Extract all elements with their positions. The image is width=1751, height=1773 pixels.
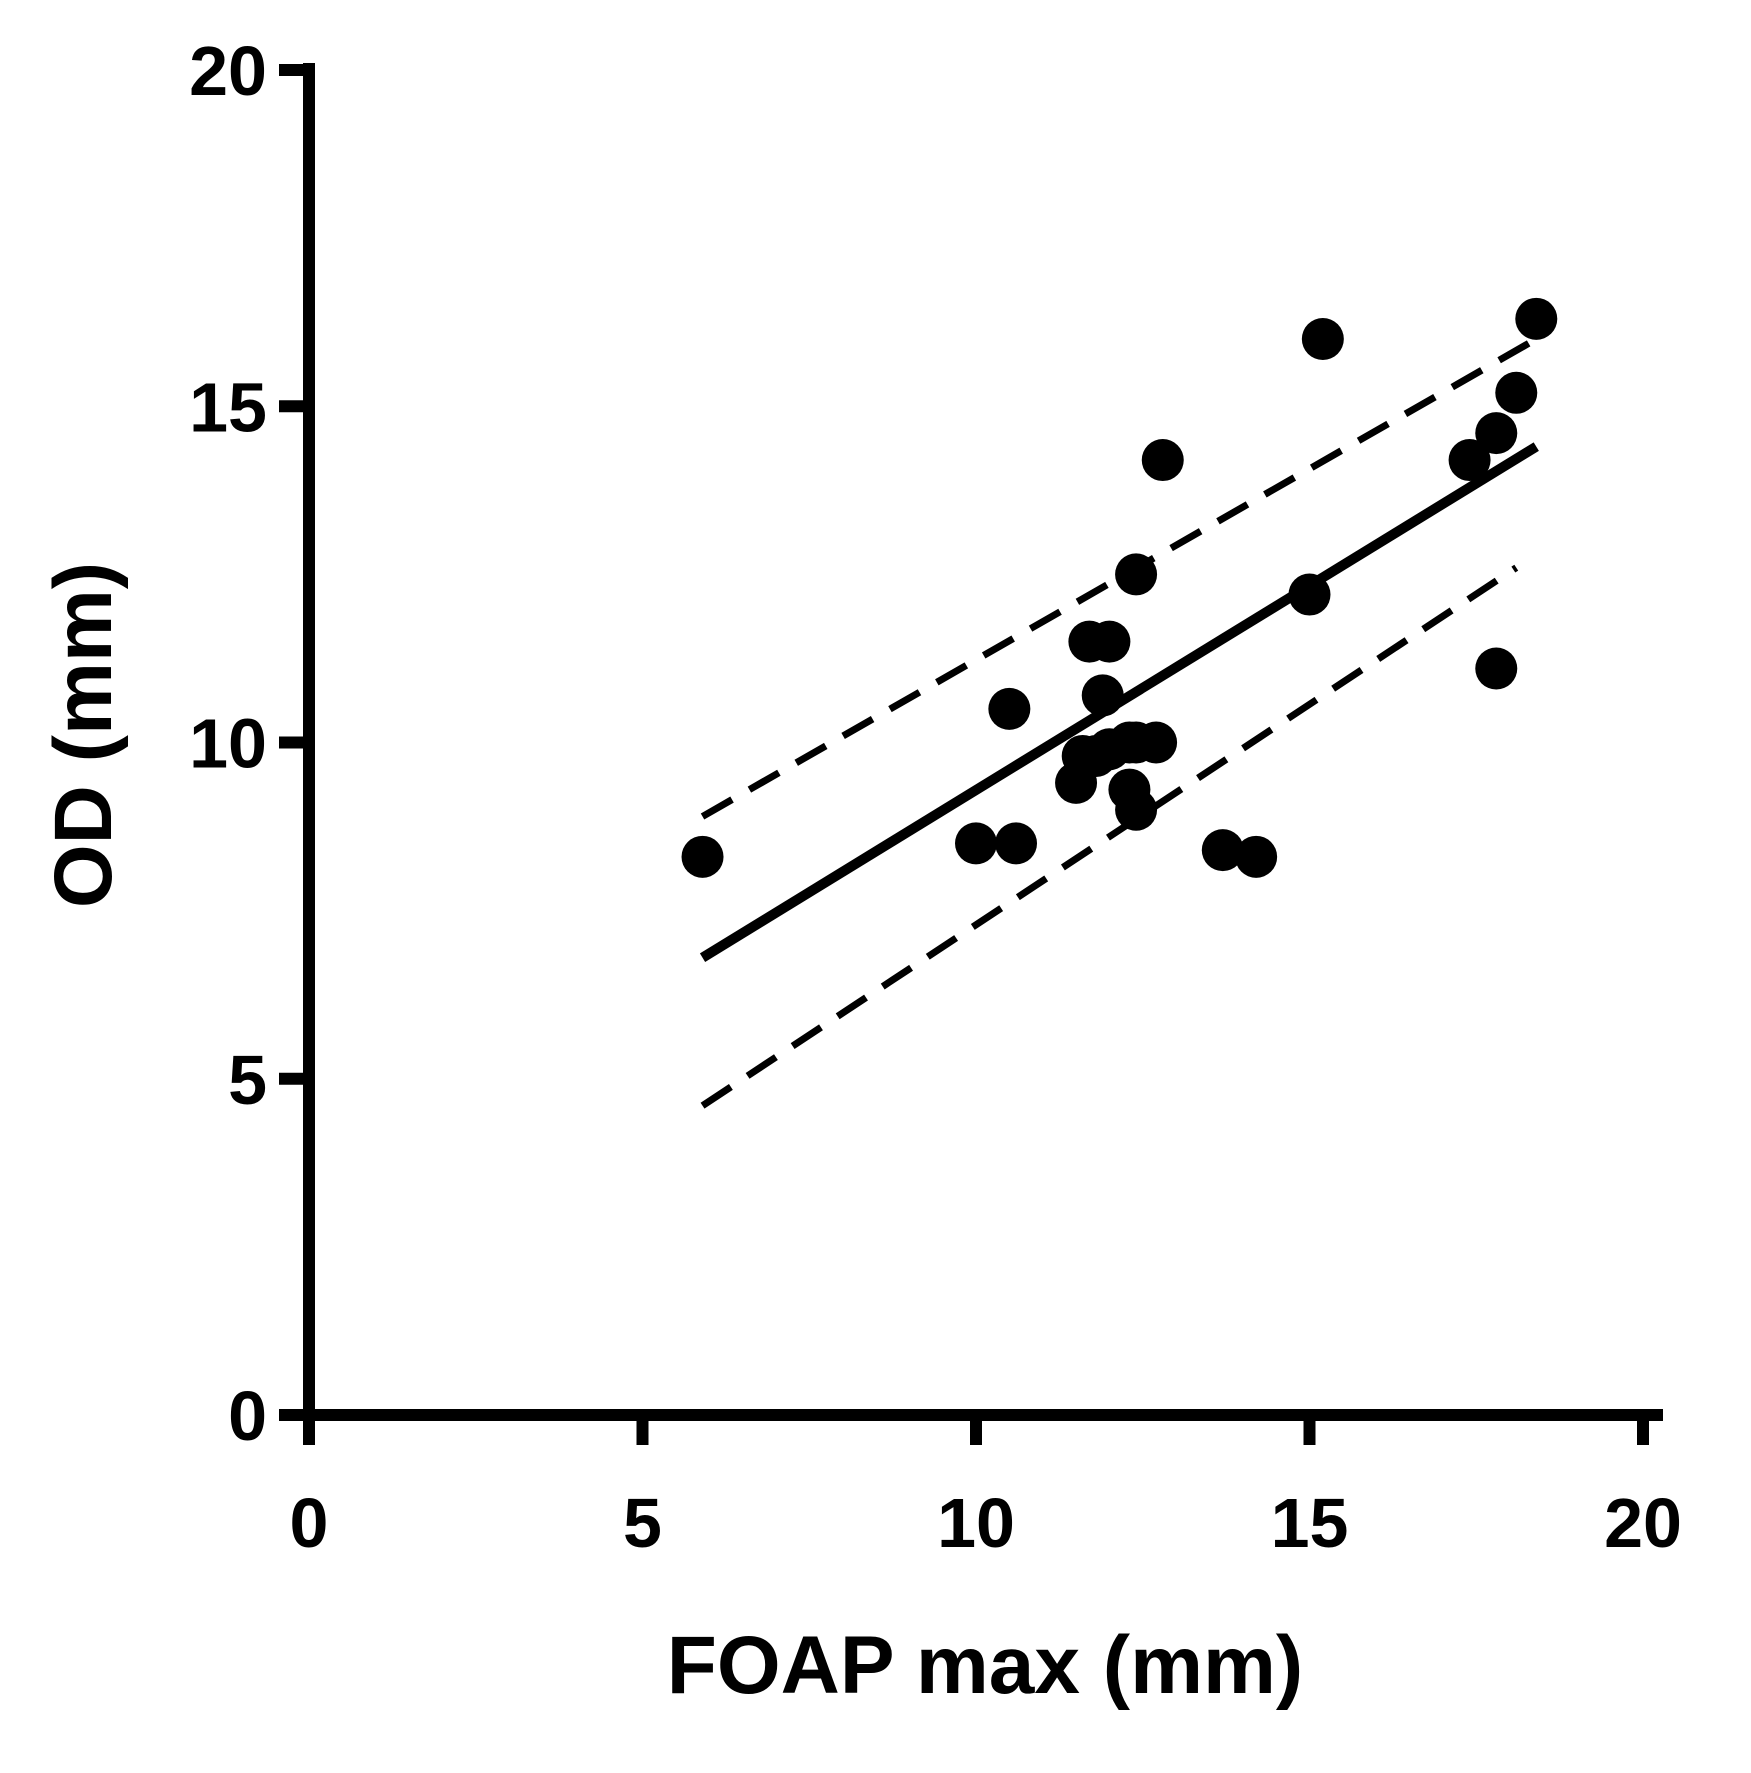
- data-point: [1141, 439, 1184, 482]
- tick-labels: 0 5 10 15 20 0 5 10 15 20: [189, 32, 1682, 1562]
- x-tick-label-20: 20: [1604, 1484, 1682, 1562]
- regression-line: [699, 442, 1539, 962]
- y-tick-label-0: 0: [228, 1377, 267, 1455]
- data-point: [955, 822, 997, 865]
- plot-area: [681, 297, 1558, 1109]
- confidence-band-lower: [700, 564, 1519, 1109]
- data-point: [1115, 788, 1158, 831]
- x-axis-title: FOAP max (mm): [667, 1620, 1303, 1711]
- data-point: [1475, 412, 1518, 455]
- data-point: [1475, 647, 1518, 690]
- data-point: [1495, 371, 1538, 414]
- y-tick-label-20: 20: [189, 32, 267, 110]
- y-axis-title: OD (mm): [38, 562, 129, 908]
- data-point: [988, 687, 1031, 730]
- data-point: [1135, 721, 1178, 764]
- data-point: [1235, 835, 1278, 878]
- x-tick-label-0: 0: [290, 1484, 329, 1562]
- y-tick-label-5: 5: [228, 1041, 267, 1119]
- y-tick-label-15: 15: [189, 368, 267, 446]
- data-point: [1515, 297, 1558, 340]
- x-tick-label-5: 5: [623, 1484, 662, 1562]
- data-point: [681, 835, 724, 878]
- data-point: [1201, 829, 1244, 872]
- x-tick-label-15: 15: [1271, 1484, 1349, 1562]
- axes: [303, 63, 1663, 1421]
- y-tick-label-10: 10: [189, 705, 267, 783]
- data-point: [1088, 620, 1131, 663]
- tick-marks: [279, 64, 1649, 1445]
- data-point: [995, 822, 1038, 865]
- x-tick-label-10: 10: [937, 1484, 1015, 1562]
- data-point: [1448, 439, 1491, 482]
- data-point: [1301, 318, 1344, 360]
